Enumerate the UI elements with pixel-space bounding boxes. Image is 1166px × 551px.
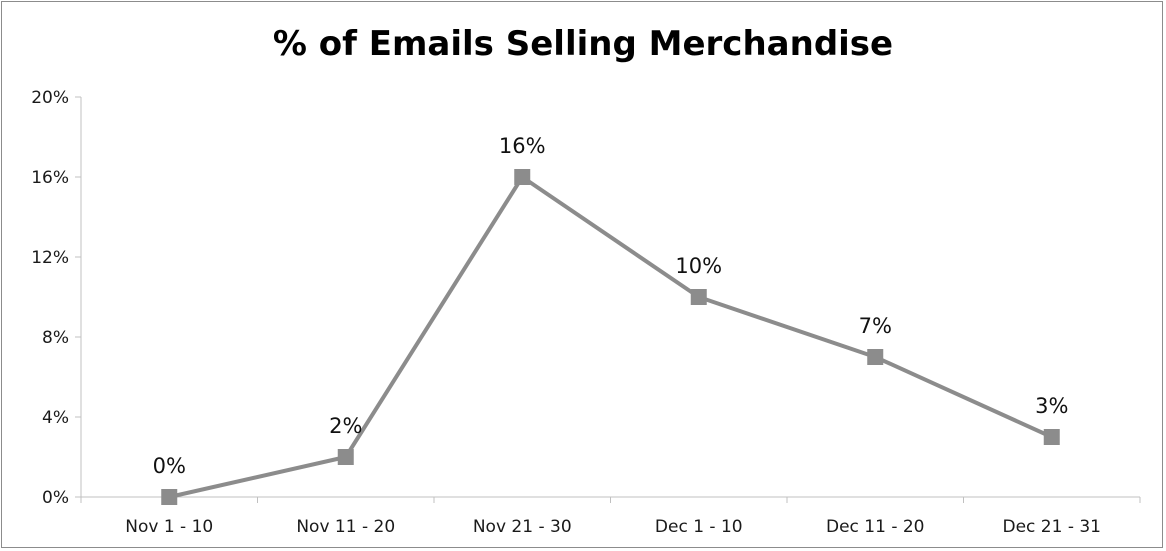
y-tick-label: 20% [31,88,69,108]
data-point-marker [514,169,531,185]
data-point-marker [1043,429,1060,445]
data-label: 2% [329,414,362,438]
y-tick-label: 16% [31,168,69,188]
y-tick-label: 12% [31,248,69,268]
data-point-marker [690,289,707,305]
data-point-marker [337,449,354,465]
data-point-marker [867,349,884,365]
data-label: 10% [675,254,722,278]
chart-title: % of Emails Selling Merchandise [272,24,894,64]
x-tick-label: Nov 11 - 20 [296,517,395,537]
y-tick-label: 4% [42,408,69,428]
y-tick-label: 0% [42,488,69,508]
x-tick-label: Nov 21 - 30 [473,517,572,537]
y-tick-label: 8% [42,328,69,348]
x-tick-label: Dec 21 - 31 [1002,517,1101,537]
data-label: 0% [153,454,186,478]
x-tick-label: Nov 1 - 10 [125,517,213,537]
x-tick-label: Dec 1 - 10 [655,517,743,537]
series-line [168,175,1053,499]
data-point-marker [161,489,178,505]
data-label: 7% [859,314,892,338]
x-tick-label: Dec 11 - 20 [826,517,925,537]
data-label: 3% [1035,394,1068,418]
data-label: 16% [499,134,546,158]
